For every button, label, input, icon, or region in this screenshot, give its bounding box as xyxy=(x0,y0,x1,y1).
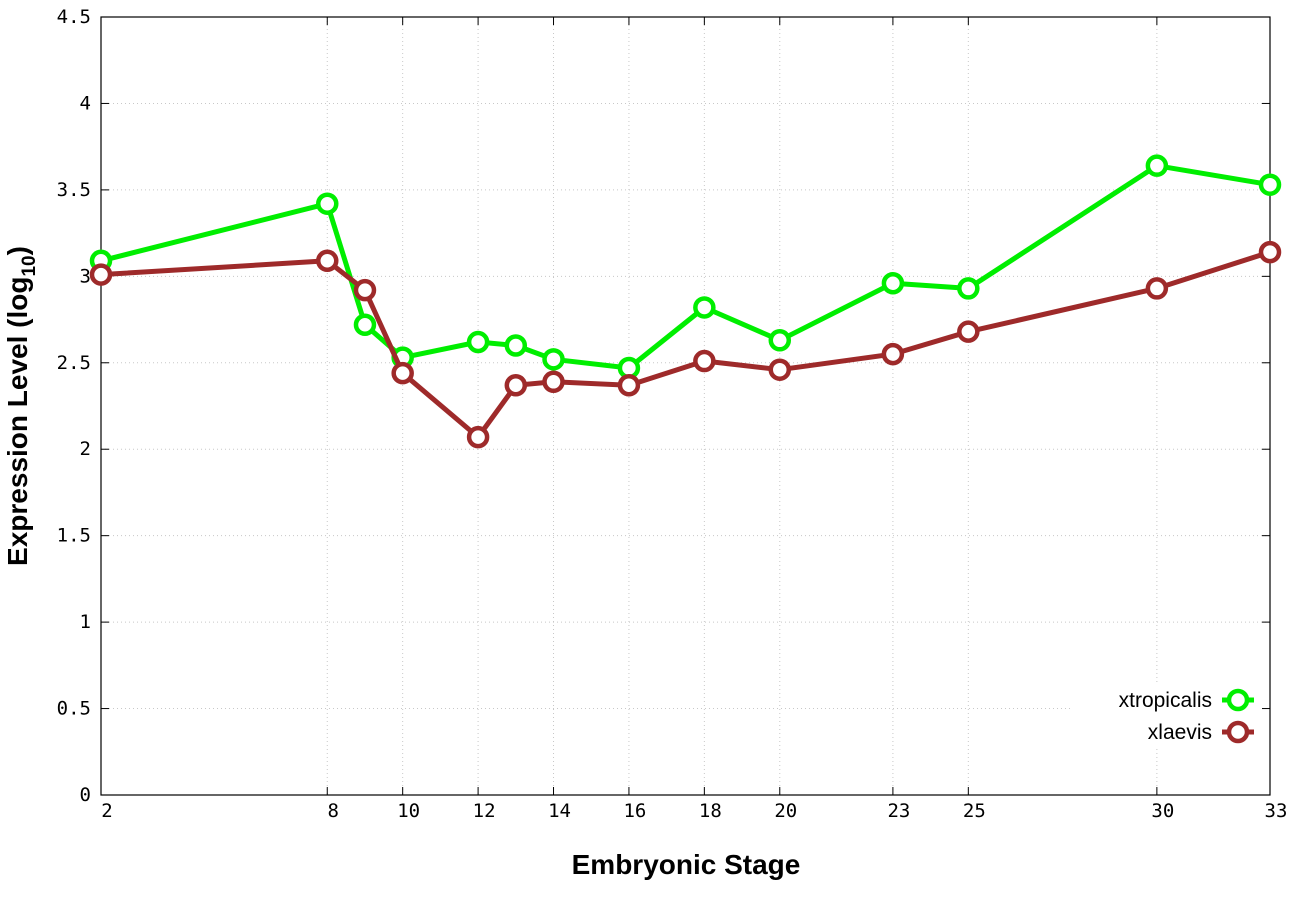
y-tick-label: 4.5 xyxy=(57,6,91,28)
y-tick-label: 0 xyxy=(80,784,91,806)
x-tick-label: 18 xyxy=(699,800,722,822)
data-point-xtropicalis xyxy=(504,334,528,357)
x-tick-label: 25 xyxy=(963,800,986,822)
data-point-xtropicalis xyxy=(542,348,565,371)
data-point-xlaevis xyxy=(768,358,792,381)
data-point-xlaevis xyxy=(504,374,528,397)
series-line-xtropicalis xyxy=(100,163,1271,371)
series-layer xyxy=(89,154,1282,449)
x-tick-label: 30 xyxy=(1151,800,1174,822)
data-point-xlaevis xyxy=(617,374,641,397)
y-tick-label: 0.5 xyxy=(57,698,91,720)
data-point-xtropicalis xyxy=(1145,154,1169,177)
axis-ticks: 0 0.5 1 1.5 2 2.5 3 3.5 4 4.5 2 8 10 12 14 16 18 20 23 25 30… xyxy=(57,6,1288,822)
grid-lines xyxy=(101,17,1270,795)
data-point-xlaevis xyxy=(881,342,905,366)
data-point-xtropicalis xyxy=(353,313,377,336)
y-tick-label: 1.5 xyxy=(57,525,91,547)
plot-frame xyxy=(100,16,1271,796)
data-point-xlaevis xyxy=(391,361,414,385)
data-point-xlaevis xyxy=(466,425,490,449)
data-point-xtropicalis xyxy=(466,330,490,354)
y-tick-label: 2.5 xyxy=(57,352,91,374)
data-point-xtropicalis xyxy=(693,296,716,319)
data-point-xlaevis xyxy=(353,278,377,302)
x-tick-label: 20 xyxy=(774,800,797,822)
data-point-xlaevis xyxy=(957,320,980,343)
data-point-xtropicalis xyxy=(1258,173,1282,196)
y-axis-title-close: ) xyxy=(2,246,33,255)
y-axis-title-subscript: 10 xyxy=(19,255,40,276)
legend-label-xlaevis: xlaevis xyxy=(1148,721,1212,744)
x-axis-title: Embryonic Stage xyxy=(572,849,801,880)
data-point-xtropicalis xyxy=(881,271,905,295)
data-point-xlaevis xyxy=(1145,277,1169,300)
data-point-xlaevis xyxy=(693,349,716,373)
data-point-xtropicalis xyxy=(316,192,339,215)
x-tick-label: 12 xyxy=(473,800,496,822)
data-point-xlaevis xyxy=(1258,240,1282,264)
y-tick-label: 3.5 xyxy=(57,179,91,201)
series-line-xlaevis xyxy=(100,249,1271,440)
x-tick-label: 10 xyxy=(397,800,420,822)
legend: xtropicalis xlaevis xyxy=(1070,683,1262,747)
y-tick-label: 3 xyxy=(80,265,91,287)
legend-swatch-marker-xtropicalis xyxy=(1226,688,1250,712)
data-point-xlaevis xyxy=(89,263,113,286)
x-tick-label: 14 xyxy=(548,800,571,822)
x-tick-label: 23 xyxy=(887,800,910,822)
y-axis-title-main: Expression Level (log xyxy=(2,277,33,566)
data-point-xlaevis xyxy=(316,249,339,273)
x-tick-label: 2 xyxy=(101,800,112,822)
data-point-xtropicalis xyxy=(957,277,980,300)
y-tick-label: 2 xyxy=(80,438,91,460)
y-tick-label: 1 xyxy=(80,611,91,633)
data-point-xtropicalis xyxy=(768,329,792,352)
x-tick-label: 33 xyxy=(1265,800,1288,822)
y-tick-label: 4 xyxy=(80,92,91,114)
x-tick-label: 8 xyxy=(328,800,339,822)
legend-label-xtropicalis: xtropicalis xyxy=(1119,689,1212,712)
y-axis-title: Expression Level (log10) xyxy=(2,246,40,566)
legend-swatch-marker-xlaevis xyxy=(1226,720,1250,744)
x-tick-label: 16 xyxy=(623,800,646,822)
data-point-xlaevis xyxy=(542,370,565,394)
